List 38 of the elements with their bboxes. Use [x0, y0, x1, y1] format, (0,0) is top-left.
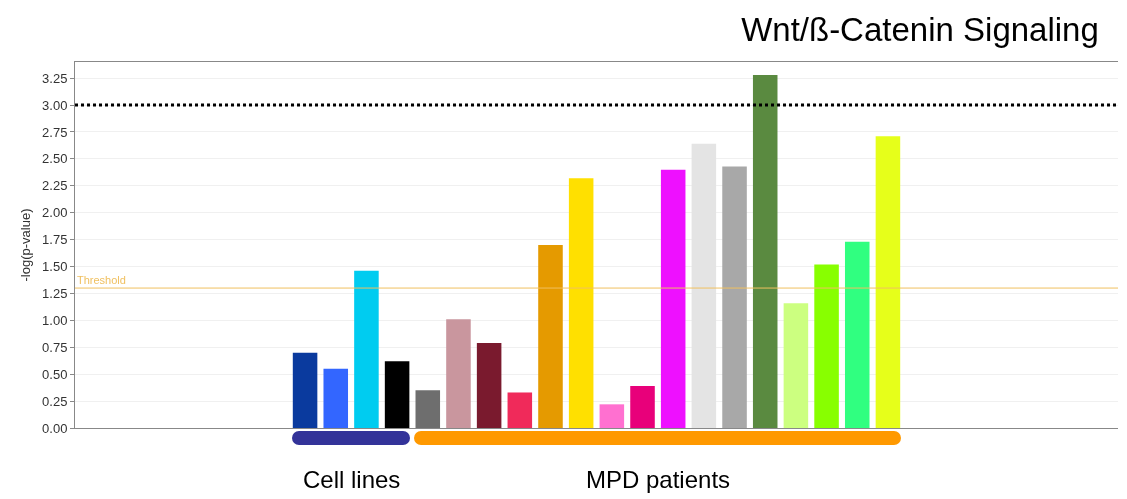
ref-line-label: Threshold — [77, 274, 126, 286]
y-tick-label: 1.25 — [42, 285, 68, 301]
bar — [507, 392, 533, 428]
bar — [844, 241, 870, 428]
y-tick-label: 1.00 — [42, 312, 68, 328]
bar — [752, 74, 778, 428]
bar — [568, 178, 594, 428]
bar — [630, 386, 655, 428]
y-tick-label: 3.00 — [42, 97, 68, 113]
bar — [538, 245, 563, 428]
y-tick-label: 2.25 — [42, 178, 68, 194]
bar — [476, 342, 502, 428]
bar — [415, 390, 441, 428]
y-tick-label: 2.75 — [42, 124, 68, 140]
y-tick-label: 0.75 — [42, 339, 68, 355]
y-tick-label: 1.50 — [42, 259, 68, 275]
y-tick-label: 2.50 — [42, 151, 68, 167]
bar — [354, 270, 379, 428]
bar — [783, 303, 809, 428]
y-tick-label: 0.25 — [42, 393, 68, 409]
y-tick-label: 0.00 — [42, 420, 68, 436]
bar — [814, 264, 839, 428]
chart-title: Wnt/ß-Catenin Signaling — [741, 11, 1099, 49]
bar — [292, 352, 318, 428]
y-tick-label: 0.50 — [42, 366, 68, 382]
bar — [323, 368, 349, 428]
bar — [722, 166, 747, 428]
text: MPD patients — [586, 466, 731, 493]
y-tick-label: 2.00 — [42, 205, 68, 221]
bar — [875, 136, 901, 428]
bar — [599, 404, 625, 428]
y-tick-label: 1.75 — [42, 232, 68, 248]
bar — [446, 319, 471, 428]
bar — [384, 361, 410, 428]
text: Cell lines — [303, 466, 401, 493]
bar — [660, 169, 686, 428]
y-tick-label: 3.25 — [42, 70, 68, 86]
y-axis-title: -log(p-value) — [18, 208, 34, 282]
